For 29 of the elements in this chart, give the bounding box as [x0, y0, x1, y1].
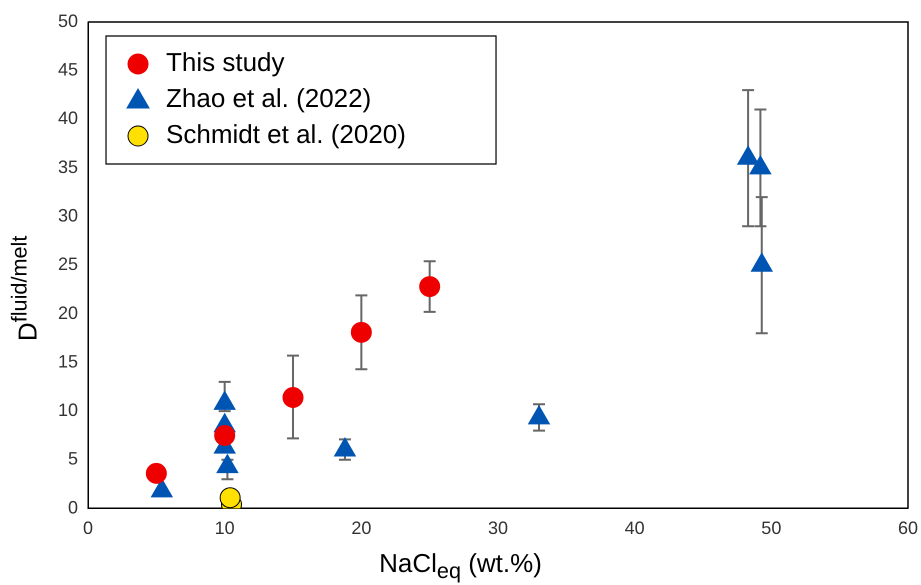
x-tick-label: 40: [624, 518, 645, 538]
y-tick-label: 45: [58, 60, 78, 80]
point: [528, 405, 550, 424]
x-tick-label: 30: [488, 518, 508, 538]
legend-label: This study: [166, 47, 285, 78]
point: [216, 454, 238, 474]
y-tick-label: 10: [58, 400, 78, 420]
y-tick-label: 40: [58, 108, 78, 128]
x-tick-label: 50: [761, 518, 782, 538]
x-tick-label: 60: [898, 518, 918, 538]
point: [334, 438, 356, 457]
point: [214, 390, 236, 410]
y-tick-label: 0: [68, 497, 78, 518]
y-tick-label: 35: [58, 156, 78, 177]
y-tick-label: 5: [68, 448, 78, 469]
legend-label: Schmidt et al. (2020): [166, 119, 406, 150]
point: [750, 252, 773, 272]
x-tick-label: 10: [214, 518, 235, 538]
x-tick-label: 0: [83, 518, 94, 538]
x-axis-title: NaCl$_{eq}$ (wt.%): [378, 548, 543, 584]
x-tick-label: 20: [351, 518, 372, 538]
y-tick-label: 15: [58, 351, 78, 372]
point: [737, 146, 759, 165]
y-tick-label: 50: [58, 10, 78, 31]
y-tick-label: 25: [58, 254, 78, 274]
legend-label: Zhao et al. (2022): [166, 83, 372, 114]
y-tick-label: 30: [58, 206, 78, 226]
y-tick-label: 20: [58, 302, 78, 323]
point: [750, 155, 772, 174]
